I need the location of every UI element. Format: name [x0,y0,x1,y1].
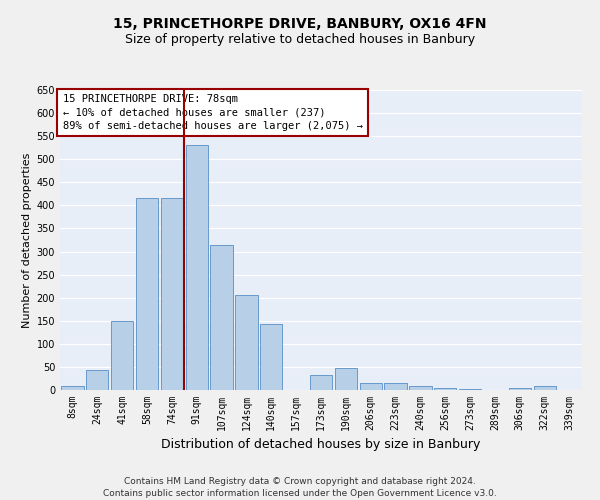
Bar [185,146,208,390]
Bar [385,383,407,390]
Bar [136,198,158,390]
Text: 15, PRINCETHORPE DRIVE, BANBURY, OX16 4FN: 15, PRINCETHORPE DRIVE, BANBURY, OX16 4F… [113,18,487,32]
Bar [509,388,531,390]
Bar [533,386,556,390]
Bar [161,198,183,390]
Bar [335,368,357,390]
Bar [359,383,382,390]
Bar [235,296,257,390]
Text: Size of property relative to detached houses in Banbury: Size of property relative to detached ho… [125,32,475,46]
Bar [61,386,83,390]
Bar [310,375,332,390]
Text: 15 PRINCETHORPE DRIVE: 78sqm
← 10% of detached houses are smaller (237)
89% of s: 15 PRINCETHORPE DRIVE: 78sqm ← 10% of de… [62,94,362,131]
Y-axis label: Number of detached properties: Number of detached properties [22,152,32,328]
Bar [86,370,109,390]
Bar [111,321,133,390]
Bar [459,388,481,390]
Text: Contains HM Land Registry data © Crown copyright and database right 2024.
Contai: Contains HM Land Registry data © Crown c… [103,476,497,498]
Bar [260,324,283,390]
Bar [211,244,233,390]
X-axis label: Distribution of detached houses by size in Banbury: Distribution of detached houses by size … [161,438,481,452]
Bar [409,386,431,390]
Bar [434,388,457,390]
